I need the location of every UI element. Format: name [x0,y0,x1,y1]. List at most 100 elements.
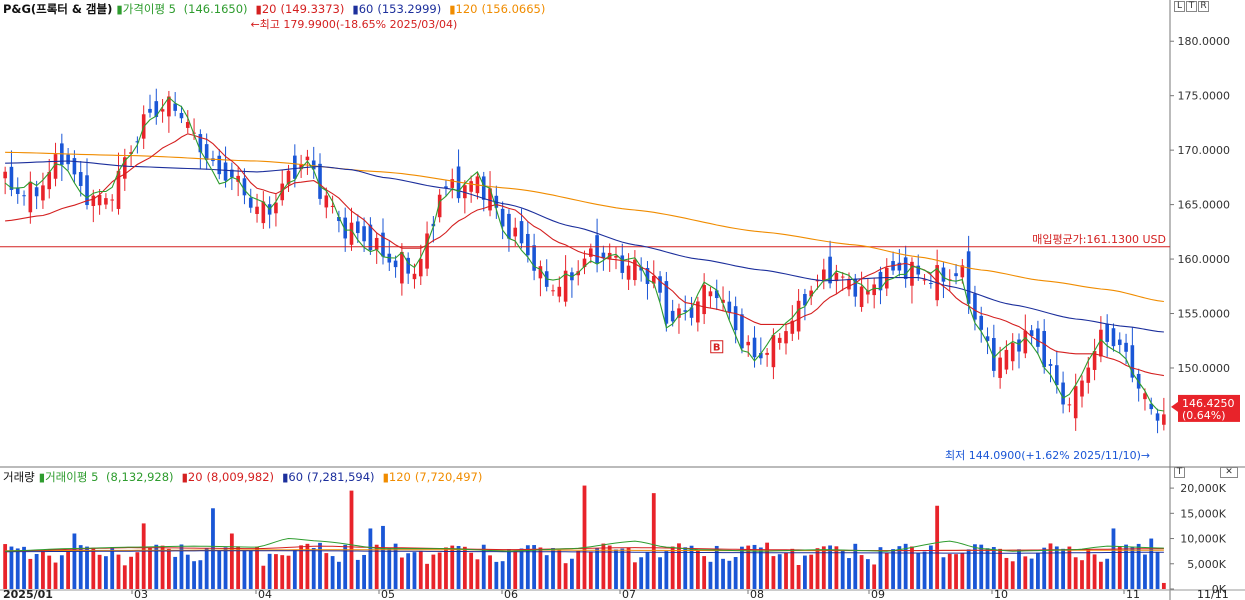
candle-body [1111,328,1116,347]
candle-body [393,260,398,268]
candle-body [941,267,946,282]
candle-body [450,179,455,188]
volume-tick-label: 0K [1212,583,1227,596]
ma120-legend: ▮120 (156.0665) [449,2,546,16]
candle-body [777,337,782,343]
volume-bar [267,553,272,589]
panel-right-button[interactable]: R [1198,1,1209,12]
candle-body [740,314,744,349]
candle-body [1029,330,1034,337]
volume-bar [790,548,795,589]
volume-bar [393,543,398,589]
candle-body [929,283,933,285]
candle-body [53,154,58,179]
volume-bar [570,558,574,589]
candle-body [28,181,33,213]
candle-body [614,255,618,258]
volume-bar [752,544,757,589]
candle-body [639,266,643,271]
candle-body [324,195,329,208]
volume-bar [954,554,958,589]
candle-body [78,172,83,186]
volume-bar [1117,546,1122,589]
candle-body [248,197,253,208]
volume-bar [815,548,820,589]
volume-bar [330,556,335,589]
panel-top-button[interactable]: T [1186,1,1197,12]
candle-body [400,251,404,284]
candle-body [689,307,694,318]
volume-bar [960,552,965,589]
candle-body [469,181,473,192]
volume-panel-top-button[interactable]: T [1174,467,1185,478]
price-tick-label: 155.0000 [1178,308,1231,321]
candle-body [620,255,625,273]
volume-bar [1054,546,1059,589]
candle-body [796,300,801,332]
candle-body [173,103,177,111]
volume-ma120-legend: ▮120 (7,720,497) [382,470,483,484]
candle-body [513,227,518,237]
volume-bars [3,485,1166,589]
candle-body [954,273,958,277]
candle-body [330,205,335,207]
candle-body [601,252,606,259]
candle-body [255,206,259,214]
volume-bar [632,562,637,589]
avg-price-label: 매입평균가:161.1300 USD [1032,233,1166,246]
candle-body [1054,365,1059,386]
volume-bar [664,551,669,589]
volume-bar [784,552,788,589]
candle-body [746,341,751,346]
volume-bar [148,547,152,589]
volume-bar [1023,556,1028,589]
candle-body [897,262,902,271]
candle-body [683,310,688,312]
candle-body [286,170,291,185]
volume-bar [935,505,940,589]
candle-body [91,195,96,206]
candle-body [299,163,303,170]
volume-bar [15,548,20,589]
volume-bar [500,561,505,589]
volume-bar [1136,543,1141,589]
candle-body [916,265,921,275]
candle-body [34,187,39,197]
candle-body [242,178,247,196]
candle-body [708,291,713,297]
volume-bar [891,549,895,589]
candle-body [1061,382,1065,405]
candle-body [1105,323,1109,342]
volume-bar [639,557,644,589]
price-tick-label: 175.0000 [1178,90,1231,103]
candle-body [343,217,348,239]
candle-body [1143,393,1147,400]
volume-bar [280,555,285,589]
volume-ma5-line [5,537,1164,552]
candle-body [1067,404,1072,406]
volume-bar [166,548,171,589]
volume-bar [847,558,851,589]
volume-bar [777,554,782,589]
volume-bar [721,558,725,589]
panel-left-button[interactable]: L [1174,1,1185,12]
candle-body [532,245,536,271]
candle-body [803,293,807,306]
volume-bar [1105,558,1110,589]
candle-body [582,258,587,268]
volume-bar [821,546,826,589]
volume-bar [557,549,562,589]
price-ma5-line [4,96,1164,412]
volume-bar [22,546,26,589]
volume-bar [66,550,71,589]
volume-bar [670,546,675,589]
buy-marker-box [710,340,724,354]
candle-body [311,160,316,170]
date-label: 11/11 [1197,588,1229,600]
volume-panel-close-button[interactable]: ✕ [1220,467,1238,478]
volume-bar [362,554,366,589]
candle-body [1004,349,1009,370]
candle-body [702,285,706,315]
volume-ma5-legend: ▮거래이평 5 (8,132,928) [38,470,174,484]
volume-bar [979,544,984,589]
